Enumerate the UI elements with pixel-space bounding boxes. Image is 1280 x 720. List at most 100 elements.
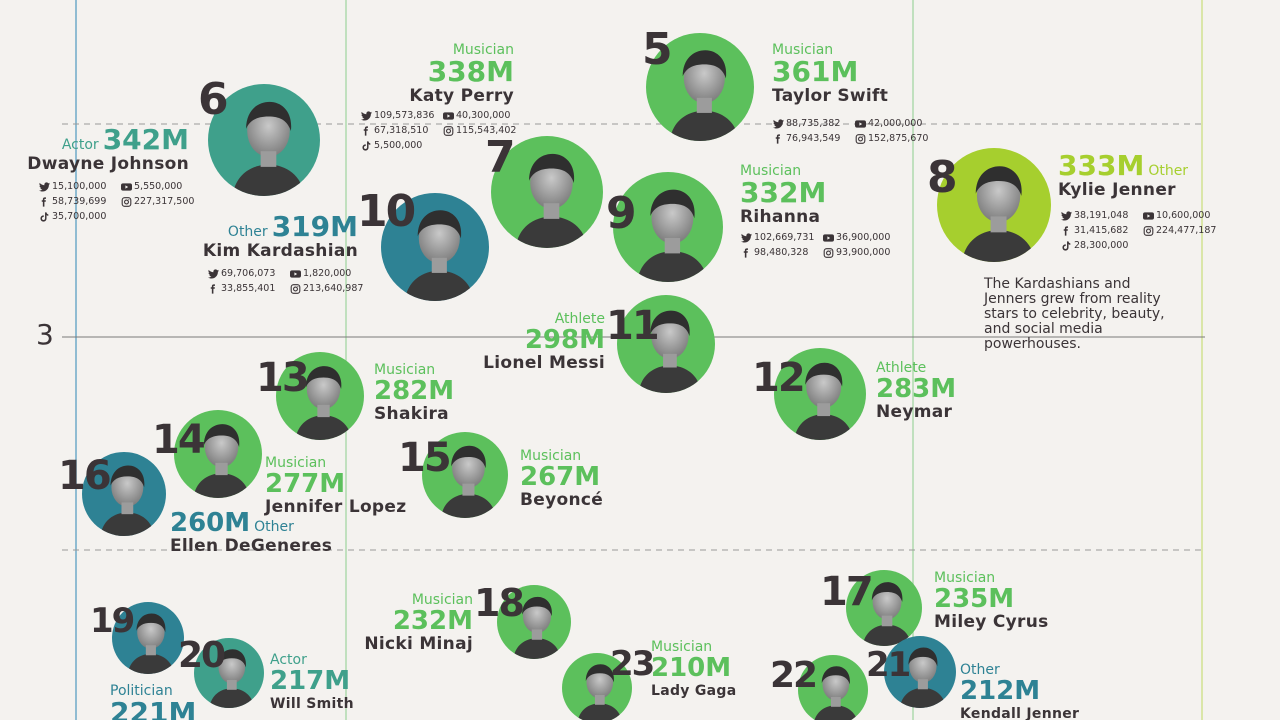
- stat-facebook: 31,415,682: [1060, 223, 1142, 238]
- category-label: Musician: [374, 362, 436, 378]
- category-row: Musician: [265, 455, 406, 471]
- stats-row: 67,318,510 115,543,402: [360, 123, 524, 138]
- stat-facebook: 67,318,510: [360, 123, 442, 138]
- celebrity-name: Neymar: [876, 402, 953, 422]
- category-label: Other: [960, 662, 1000, 678]
- category-label: Musician: [411, 592, 473, 608]
- category-row: Musician: [651, 639, 737, 655]
- stat-value: 115,543,402: [456, 125, 517, 136]
- tiktok-icon: [1060, 240, 1072, 251]
- category-row: Athlete: [483, 311, 605, 327]
- instagram-icon: [1142, 225, 1154, 236]
- stat-value: 15,100,000: [52, 181, 107, 192]
- celebrity-name: Jennifer Lopez: [265, 497, 407, 517]
- follower-total: 342M: [102, 123, 189, 156]
- stat-facebook: 98,480,328: [740, 245, 822, 260]
- follower-total: 361M: [772, 55, 859, 88]
- social-stats: 69,706,073 1,820,000 33,855,401 213,640,987: [207, 266, 371, 296]
- youtube-icon: [822, 233, 834, 243]
- portrait-circle: [846, 570, 922, 646]
- celebrity-label: Musician 267M Beyoncé: [520, 448, 603, 510]
- twitter-icon: [207, 268, 219, 279]
- stats-row: 15,100,000 5,550,000: [38, 179, 202, 194]
- stats-row: 102,669,731 36,900,000: [740, 230, 904, 245]
- rank-number: 21: [866, 645, 911, 685]
- rank-number: 9: [606, 188, 637, 239]
- stats-row: 69,706,073 1,820,000: [207, 266, 371, 281]
- category-row: Musician: [520, 448, 603, 464]
- social-stats: 38,191,048 10,600,000 31,415,682 224,477,18…: [1060, 208, 1224, 253]
- stat-instagram: 115,543,402: [442, 123, 524, 138]
- follower-total: 338M: [427, 55, 514, 88]
- rank-number: 18: [474, 581, 525, 625]
- portrait-circle: [562, 653, 632, 720]
- tiktok-icon: [360, 140, 372, 151]
- stat-value: 69,706,073: [221, 268, 276, 279]
- follower-total: 277M: [265, 469, 346, 499]
- stat-value: 224,477,187: [1156, 225, 1217, 236]
- stats-row: 28,300,000: [1060, 238, 1224, 253]
- follower-total: 210M: [651, 653, 732, 683]
- value-row: 298M: [483, 327, 605, 353]
- stat-instagram: 93,900,000: [822, 245, 904, 260]
- stat-value: 109,573,836: [374, 110, 435, 121]
- rank-number: 10: [357, 186, 416, 237]
- follower-total: 319M: [271, 210, 358, 243]
- value-row: 338M: [409, 58, 514, 86]
- portrait-circle: [617, 295, 715, 393]
- rank-number: 22: [770, 655, 818, 696]
- value-row: 235M: [934, 586, 1049, 612]
- rank-number: 20: [178, 635, 226, 676]
- social-stats: 102,669,731 36,900,000 98,480,328 93,900,00…: [740, 230, 904, 260]
- portrait-circle: [884, 636, 956, 708]
- follower-total: 217M: [270, 666, 351, 696]
- value-row: 221M: [110, 699, 196, 720]
- follower-total: 221M: [110, 696, 197, 720]
- category-row: Other: [960, 662, 1079, 678]
- stat-youtube: 10,600,000: [1142, 208, 1224, 223]
- value-line: 333M Other: [1058, 152, 1188, 180]
- stat-value: 58,739,699: [52, 196, 107, 207]
- category-row: Actor: [270, 652, 354, 668]
- stat-value: 76,943,549: [786, 133, 841, 144]
- stats-row: 38,191,048 10,600,000: [1060, 208, 1224, 223]
- category-row: Athlete: [876, 360, 956, 376]
- rank-number: 16: [58, 453, 112, 499]
- stat-value: 67,318,510: [374, 125, 429, 136]
- facebook-icon: [772, 133, 784, 144]
- value-row: 232M: [364, 608, 473, 634]
- stat-twitter: 88,735,382: [772, 116, 854, 131]
- stat-twitter: 102,669,731: [740, 230, 822, 245]
- portrait-circle: [497, 585, 571, 659]
- follower-total: 332M: [740, 176, 827, 209]
- stat-youtube: 36,900,000: [822, 230, 904, 245]
- category-row: Politician: [110, 683, 196, 699]
- portrait-circle: [208, 84, 320, 196]
- value-row: 361M: [772, 58, 888, 86]
- portrait-circle: [112, 602, 184, 674]
- facebook-icon: [1060, 225, 1072, 236]
- category-label: Musician: [520, 448, 582, 464]
- tiktok-icon: [38, 211, 50, 222]
- celebrity-label: Musician 338M Katy Perry: [409, 42, 514, 106]
- celebrity-label: Musician 210M Lady Gaga: [651, 639, 737, 701]
- celebrity-label: Athlete 283M Neymar: [876, 360, 956, 422]
- celebrity-label: Musician 361M Taylor Swift: [772, 42, 888, 106]
- value-line: Actor 342M: [27, 126, 189, 154]
- celebrity-name: Katy Perry: [409, 86, 514, 106]
- category-label: Musician: [452, 42, 514, 58]
- portrait-circle: [422, 432, 508, 518]
- rank-number: 14: [152, 417, 206, 463]
- category-row: Musician: [772, 42, 888, 58]
- youtube-icon: [442, 111, 454, 121]
- stats-row: 98,480,328 93,900,000: [740, 245, 904, 260]
- stat-instagram: 213,640,987: [289, 281, 371, 296]
- follower-total: 282M: [374, 376, 455, 406]
- stat-value: 98,480,328: [754, 247, 809, 258]
- youtube-icon: [120, 182, 132, 192]
- celebrity-name: Nicki Minaj: [364, 634, 473, 654]
- stat-value: 36,900,000: [836, 232, 891, 243]
- value-row: 332M: [740, 179, 826, 207]
- twitter-icon: [38, 181, 50, 192]
